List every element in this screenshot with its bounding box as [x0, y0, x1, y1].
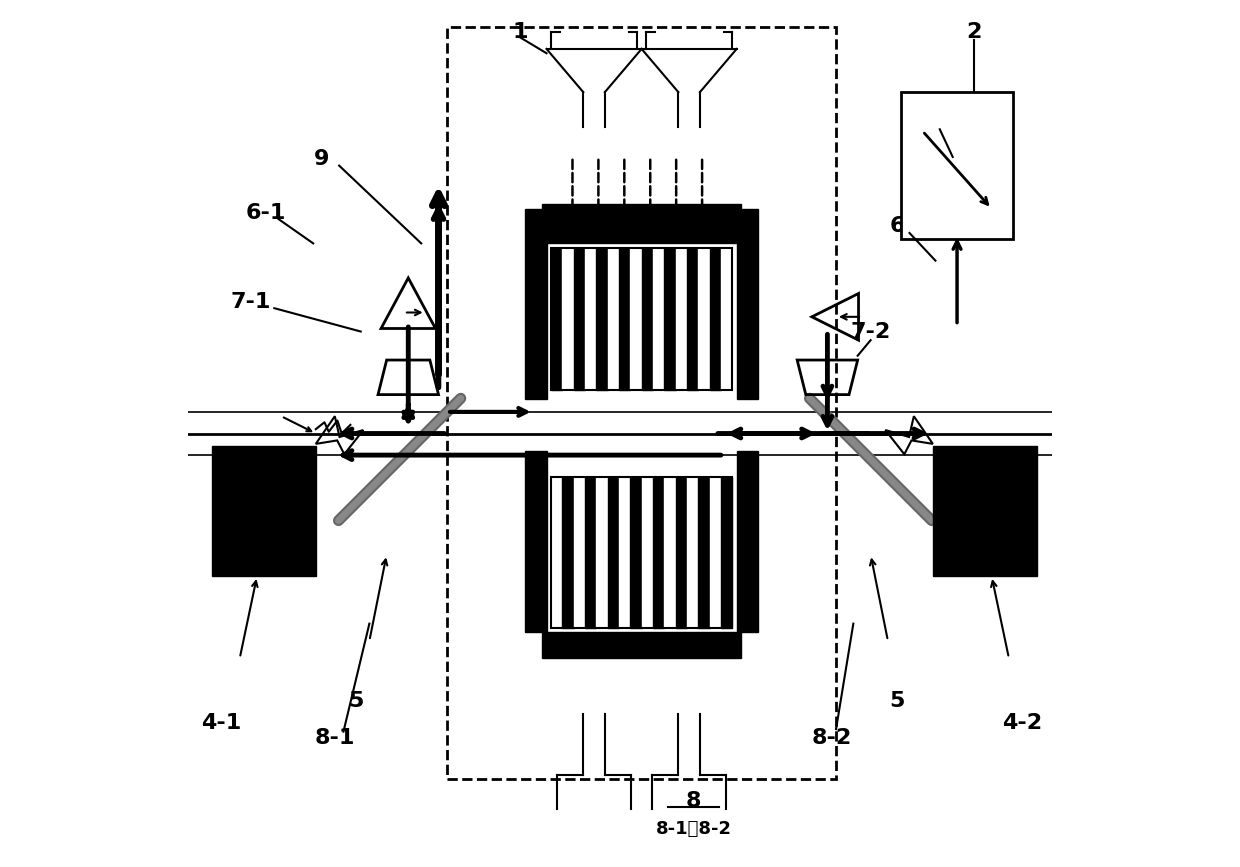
Text: 5: 5 [348, 691, 365, 712]
Text: 3: 3 [932, 113, 947, 133]
Text: 1: 1 [513, 22, 528, 42]
Text: 4-2: 4-2 [1002, 713, 1042, 733]
Bar [574, 248, 585, 390]
Bar [709, 477, 720, 628]
Bar [653, 477, 665, 628]
FancyBboxPatch shape [901, 92, 1013, 239]
Bar [698, 477, 709, 628]
Bar [551, 477, 733, 628]
Bar [665, 248, 676, 390]
Bar [525, 451, 547, 632]
Bar [676, 477, 687, 628]
Bar [630, 477, 641, 628]
Bar [608, 477, 619, 628]
Text: 4-1: 4-1 [201, 713, 241, 733]
Bar [698, 248, 709, 390]
Text: 5: 5 [889, 691, 904, 712]
Bar [596, 477, 608, 628]
Bar [720, 248, 733, 390]
Bar [562, 477, 574, 628]
Bar [542, 390, 742, 477]
Text: 6-1: 6-1 [246, 203, 286, 223]
Bar [687, 477, 698, 628]
Bar [737, 451, 759, 632]
Bar [932, 447, 1037, 576]
Text: 8-1、8-2: 8-1、8-2 [656, 820, 732, 838]
Bar [665, 477, 676, 628]
Bar [608, 248, 619, 390]
Bar [676, 248, 687, 390]
Text: 7-2: 7-2 [851, 322, 890, 342]
Bar [709, 248, 720, 390]
Bar [542, 205, 742, 244]
Bar [585, 248, 596, 390]
Bar [619, 248, 630, 390]
Bar [551, 477, 562, 628]
Text: 6-2: 6-2 [889, 216, 930, 236]
Bar [551, 388, 733, 533]
Bar [212, 447, 316, 576]
Bar [525, 209, 547, 399]
Bar [630, 248, 641, 390]
Text: 8-2: 8-2 [812, 727, 852, 747]
Text: 8-1: 8-1 [315, 727, 355, 747]
Text: 9: 9 [314, 148, 330, 169]
Bar [720, 477, 733, 628]
Bar [574, 477, 585, 628]
Bar [562, 248, 574, 390]
Bar [619, 477, 630, 628]
Bar [641, 248, 653, 390]
Bar [585, 477, 596, 628]
Bar [551, 248, 733, 390]
Bar [737, 209, 759, 399]
Bar [551, 248, 562, 390]
Bar [687, 248, 698, 390]
Bar [547, 244, 737, 632]
Text: 2: 2 [967, 22, 982, 42]
Bar [596, 248, 608, 390]
Text: 7-1: 7-1 [231, 292, 272, 312]
Bar [641, 477, 653, 628]
Bar [653, 248, 665, 390]
Bar [542, 632, 742, 658]
Text: 8: 8 [686, 791, 701, 811]
